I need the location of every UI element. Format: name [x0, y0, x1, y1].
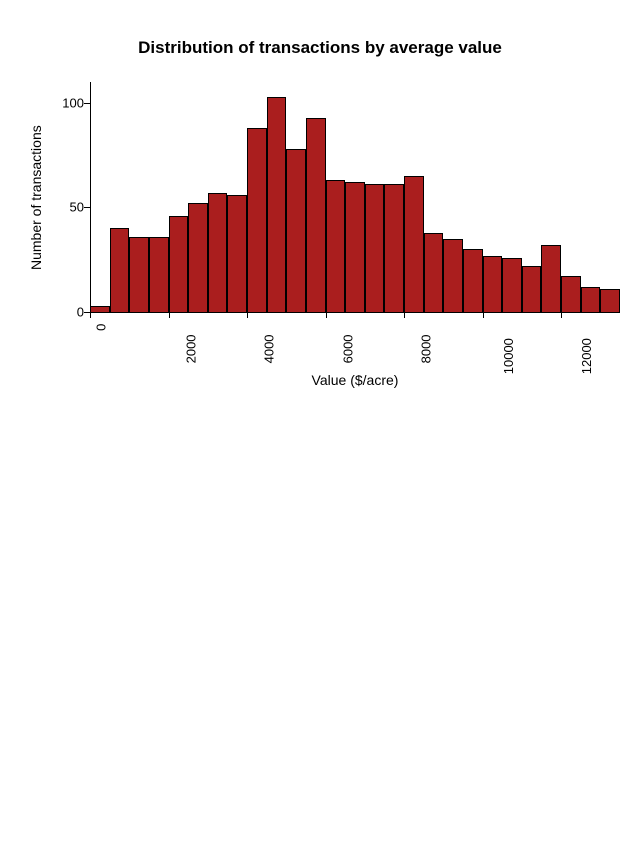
histogram-bar [424, 233, 444, 312]
histogram-bar [326, 180, 346, 312]
bars-group [90, 82, 620, 312]
histogram-bar [483, 256, 503, 312]
histogram-bar [600, 289, 620, 312]
histogram-bar [169, 216, 189, 312]
x-tick-label: 6000 [340, 334, 355, 363]
x-tick [483, 312, 484, 318]
histogram-bar [541, 245, 561, 312]
x-tick-label: 2000 [183, 334, 198, 363]
y-tick [84, 103, 90, 104]
histogram-bar [247, 128, 267, 312]
x-tick [561, 312, 562, 318]
x-tick-label: 0 [94, 324, 109, 331]
y-axis-label: Number of transactions [28, 125, 44, 270]
histogram-bar [129, 237, 149, 312]
histogram-bar [365, 184, 385, 312]
histogram-bar [561, 276, 581, 312]
y-tick-label: 50 [70, 200, 84, 215]
y-tick [84, 207, 90, 208]
chart-title: Distribution of transactions by average … [0, 38, 640, 58]
plot-area [90, 82, 620, 312]
x-tick [326, 312, 327, 318]
x-tick-label: 10000 [501, 338, 516, 374]
histogram-bar [404, 176, 424, 312]
histogram-bar [463, 249, 483, 312]
x-tick-label: 4000 [261, 334, 276, 363]
y-tick-label: 0 [77, 305, 84, 320]
histogram-bar [149, 237, 169, 312]
x-tick [90, 312, 91, 318]
x-tick [404, 312, 405, 318]
page: Distribution of transactions by average … [0, 0, 640, 853]
x-tick [247, 312, 248, 318]
x-tick-label: 8000 [419, 334, 434, 363]
histogram-bar [443, 239, 463, 312]
x-tick [169, 312, 170, 318]
histogram-bar [110, 228, 130, 312]
histogram-bar [522, 266, 542, 312]
histogram-bar [345, 182, 365, 312]
histogram-bar [208, 193, 228, 312]
x-axis-label: Value ($/acre) [90, 372, 620, 388]
histogram-bar [581, 287, 601, 312]
histogram-bar [502, 258, 522, 312]
histogram-bar [90, 306, 110, 312]
y-tick-label: 100 [62, 95, 84, 110]
x-tick-label: 12000 [579, 338, 594, 374]
histogram-bar [384, 184, 404, 312]
histogram-bar [267, 97, 287, 312]
histogram-bar [227, 195, 247, 312]
histogram-bar [286, 149, 306, 312]
histogram-bar [306, 118, 326, 312]
histogram-bar [188, 203, 208, 312]
